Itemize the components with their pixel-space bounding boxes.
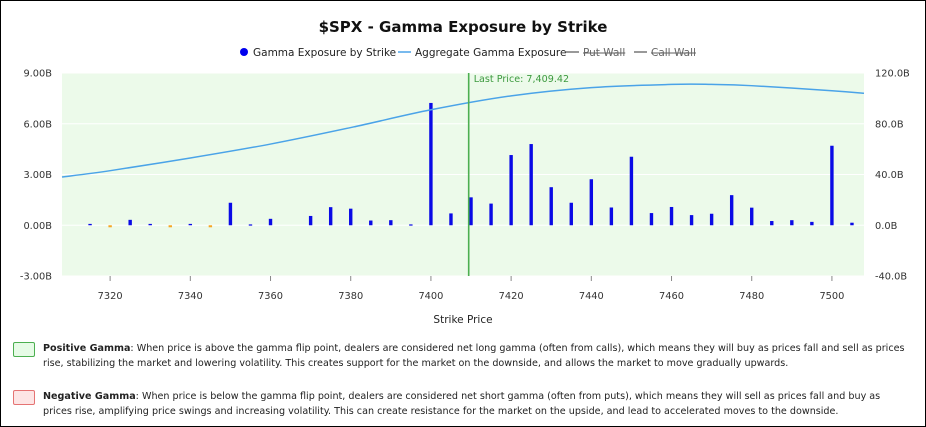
gamma-bar	[489, 203, 493, 226]
gamma-bar	[589, 179, 594, 226]
positive-gamma-title: Positive Gamma	[43, 343, 131, 354]
y-right-tick-label: -40.0B	[875, 272, 907, 283]
gamma-bar	[389, 220, 393, 226]
gamma-bar	[850, 222, 854, 226]
x-tick-label: 7400	[418, 291, 443, 302]
x-tick-label: 7480	[739, 291, 764, 302]
gamma-bar	[549, 187, 553, 226]
gamma-bar	[228, 202, 233, 226]
gamma-bar	[729, 195, 734, 226]
aggregate-gamma-line	[61, 83, 865, 178]
gamma-bar	[248, 224, 253, 226]
legend: Gamma Exposure by Strike Aggregate Gamma…	[240, 47, 696, 59]
gamma-bar	[770, 221, 774, 226]
gamma-bar	[88, 223, 92, 226]
gamma-bar	[168, 225, 172, 228]
x-tick-label: 7340	[178, 291, 203, 302]
negative-gamma-title: Negative Gamma	[43, 391, 136, 402]
gamma-bar	[529, 144, 533, 226]
gamma-bar	[128, 219, 132, 226]
y-left-tick-label: -3.00B	[20, 272, 52, 283]
positive-gamma-swatch	[13, 342, 35, 357]
legend-label: Put Wall	[583, 47, 625, 59]
y-right-tick-label: 80.0B	[875, 119, 904, 130]
gamma-bar	[709, 213, 714, 226]
legend-item-call-wall[interactable]: Call Wall	[634, 47, 696, 59]
gamma-exposure-chart: $SPX - Gamma Exposure by Strike Gamma Ex…	[20, 18, 910, 326]
y-axis-left: 9.00B 6.00B 3.00B 0.00B -3.00B	[20, 69, 52, 283]
gamma-bar	[188, 223, 193, 226]
y-left-tick-label: 3.00B	[23, 170, 52, 181]
chart-title: $SPX - Gamma Exposure by Strike	[319, 18, 608, 36]
y-right-tick-label: 0.0B	[875, 221, 898, 232]
legend-marker-dot	[240, 48, 248, 56]
gamma-bar	[669, 206, 674, 226]
legend-label: Gamma Exposure by Strike	[253, 47, 396, 59]
gamma-bar	[369, 220, 373, 226]
gamma-bar	[449, 213, 453, 226]
x-tick-label: 7360	[258, 291, 283, 302]
x-tick-label: 7420	[499, 291, 524, 302]
y-left-tick-label: 6.00B	[23, 119, 52, 130]
gamma-bar	[569, 202, 573, 226]
gamma-bar	[108, 225, 112, 228]
y-left-tick-label: 9.00B	[23, 69, 52, 80]
negative-gamma-description: : When price is below the gamma flip poi…	[43, 391, 881, 417]
positive-gamma-description: : When price is above the gamma flip poi…	[43, 343, 905, 369]
last-price-label: Last Price: 7,409.42	[474, 74, 569, 85]
gamma-bar	[790, 220, 794, 226]
gamma-bar	[208, 225, 213, 228]
gamma-bar	[649, 213, 654, 226]
gamma-bar	[429, 102, 433, 226]
x-tick-label: 7460	[659, 291, 684, 302]
x-tick-label: 7440	[579, 291, 604, 302]
legend-label: Call Wall	[651, 47, 696, 59]
legend-item-gamma-by-strike[interactable]: Gamma Exposure by Strike	[240, 47, 396, 59]
x-tick-label: 7320	[98, 291, 123, 302]
y-left-tick-label: 0.00B	[23, 221, 52, 232]
x-axis: 7320 7340 7360 7380 7400 7420 7440 7460 7480 7500	[98, 276, 844, 302]
gamma-bar	[609, 207, 614, 226]
bar-series	[88, 102, 854, 228]
positive-gamma-text: Positive Gamma: When price is above the …	[43, 342, 911, 371]
gamma-bar	[629, 156, 634, 226]
gamma-bar	[689, 215, 694, 226]
gamma-bar	[328, 207, 333, 226]
legend-item-put-wall[interactable]: Put Wall	[566, 47, 625, 59]
y-right-tick-label: 40.0B	[875, 170, 904, 181]
negative-gamma-swatch	[13, 390, 35, 405]
gamma-bar	[469, 197, 473, 226]
gamma-bar	[810, 221, 814, 226]
gamma-bar	[268, 218, 273, 226]
x-axis-label: Strike Price	[433, 314, 492, 326]
gamma-bar	[349, 208, 353, 226]
x-tick-label: 7380	[338, 291, 363, 302]
gamma-bar	[148, 223, 152, 226]
gamma-bar	[409, 224, 413, 226]
x-tick-label: 7500	[819, 291, 844, 302]
gamma-bar	[308, 215, 313, 226]
gamma-bar	[509, 155, 513, 226]
gamma-bar	[750, 207, 754, 226]
legend-item-aggregate[interactable]: Aggregate Gamma Exposure	[398, 47, 566, 59]
legend-label: Aggregate Gamma Exposure	[415, 47, 566, 59]
gamma-bar	[830, 145, 834, 226]
y-right-tick-label: 120.0B	[875, 69, 910, 80]
y-axis-right: 120.0B 80.0B 40.0B 0.0B -40.0B	[875, 69, 910, 283]
negative-gamma-text: Negative Gamma: When price is below the …	[43, 390, 911, 419]
